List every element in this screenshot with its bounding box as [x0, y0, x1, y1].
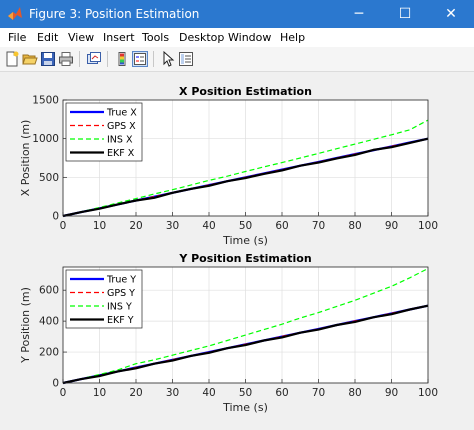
x-tick-label: 0: [60, 387, 67, 399]
menu-bar: File Edit View Insert Tools Desktop Wind…: [0, 28, 474, 47]
y-tick-label: 400: [39, 316, 59, 328]
menu-tools[interactable]: Tools: [142, 31, 170, 44]
y-tick-label: 1000: [32, 133, 59, 145]
legend-label-1: True X: [106, 108, 137, 119]
y-tick-label: 0: [52, 211, 59, 223]
x-tick-label: 50: [239, 387, 252, 399]
legend-label-1: True Y: [106, 275, 136, 286]
menu-help[interactable]: Help: [280, 31, 306, 44]
x-axis-label: Time (s): [222, 234, 268, 247]
x-tick-label: 100: [418, 387, 438, 399]
x-tick-label: 60: [275, 220, 288, 232]
menu-edit[interactable]: Edit: [37, 31, 59, 44]
x-tick-label: 90: [385, 220, 398, 232]
x-tick-label: 0: [60, 220, 67, 232]
series-line-4: [62, 304, 429, 385]
print-icon[interactable]: [58, 51, 74, 67]
chart-title: X Position Estimation: [179, 85, 312, 98]
title-bar: Figure 3: Position Estimation ─ ☐ ✕: [0, 0, 474, 28]
toolbar-separator: [79, 51, 80, 67]
toolbar: [0, 47, 474, 72]
pointer-icon[interactable]: [160, 51, 176, 67]
y-axis-label: Y Position (m): [19, 287, 32, 364]
x-tick-label: 60: [275, 387, 288, 399]
legend-label-2: GPS X: [107, 121, 136, 132]
save-icon[interactable]: [40, 51, 56, 67]
x-tick-label: 70: [312, 220, 325, 232]
x-tick-label: 80: [348, 387, 361, 399]
x-tick-label: 20: [129, 220, 142, 232]
toolbar-separator: [107, 51, 108, 67]
insert-colorbar-icon[interactable]: [114, 51, 130, 67]
toolbar-separator: [153, 51, 154, 67]
chart-2: 0 10 20 30 40 50 60 70 80 90 100 0 200 400 600 Y Positi…: [19, 252, 438, 414]
x-tick-label: 10: [93, 220, 106, 232]
axes-box: [62, 99, 429, 217]
window-title: Figure 3: Position Estimation: [29, 7, 200, 21]
y-tick-label: 600: [39, 285, 59, 297]
legend-label-3: INS Y: [107, 302, 132, 313]
x-axis-label: Time (s): [222, 401, 268, 414]
close-button[interactable]: ✕: [445, 6, 457, 22]
x-tick-label: 80: [348, 220, 361, 232]
legend-label-4: EKF Y: [107, 315, 134, 326]
menu-file[interactable]: File: [8, 31, 27, 44]
new-figure-icon[interactable]: [4, 51, 20, 67]
legend-label-2: GPS Y: [107, 288, 135, 299]
x-tick-label: 50: [239, 220, 252, 232]
x-tick-label: 70: [312, 387, 325, 399]
minimize-button[interactable]: ─: [354, 6, 364, 22]
y-axis-label: X Position (m): [19, 120, 32, 197]
open-file-icon[interactable]: [22, 51, 38, 67]
matlab-logo-icon: [8, 7, 22, 20]
insert-legend-icon[interactable]: [132, 51, 148, 67]
figure-area: 0 10 20 30 40 50 60 70 80 90 100 0 500 1000 1500 X Posi…: [0, 72, 474, 426]
property-editor-icon[interactable]: [178, 51, 194, 67]
x-tick-label: 30: [166, 387, 179, 399]
menu-desktop[interactable]: Desktop: [179, 31, 225, 44]
series-line-3: [62, 267, 429, 384]
maximize-button[interactable]: ☐: [398, 6, 412, 22]
series-line-3: [62, 119, 429, 217]
y-tick-label: 1500: [32, 95, 59, 107]
x-tick-label: 20: [129, 387, 142, 399]
menu-window[interactable]: Window: [228, 31, 272, 44]
y-tick-label: 0: [52, 378, 59, 390]
menu-insert[interactable]: Insert: [103, 31, 135, 44]
legend-label-4: EKF X: [107, 148, 135, 159]
menu-view[interactable]: View: [68, 31, 95, 44]
link-plot-icon[interactable]: [86, 51, 102, 67]
x-tick-label: 30: [166, 220, 179, 232]
y-tick-label: 500: [39, 172, 59, 184]
x-tick-label: 40: [202, 220, 215, 232]
axes-box: [62, 266, 429, 384]
chart-title: Y Position Estimation: [178, 252, 311, 265]
x-tick-label: 40: [202, 387, 215, 399]
series-line-4: [62, 137, 429, 218]
x-tick-label: 90: [385, 387, 398, 399]
legend-label-3: INS X: [107, 135, 133, 146]
x-tick-label: 100: [418, 220, 438, 232]
y-tick-label: 200: [39, 347, 59, 359]
x-tick-label: 10: [93, 387, 106, 399]
